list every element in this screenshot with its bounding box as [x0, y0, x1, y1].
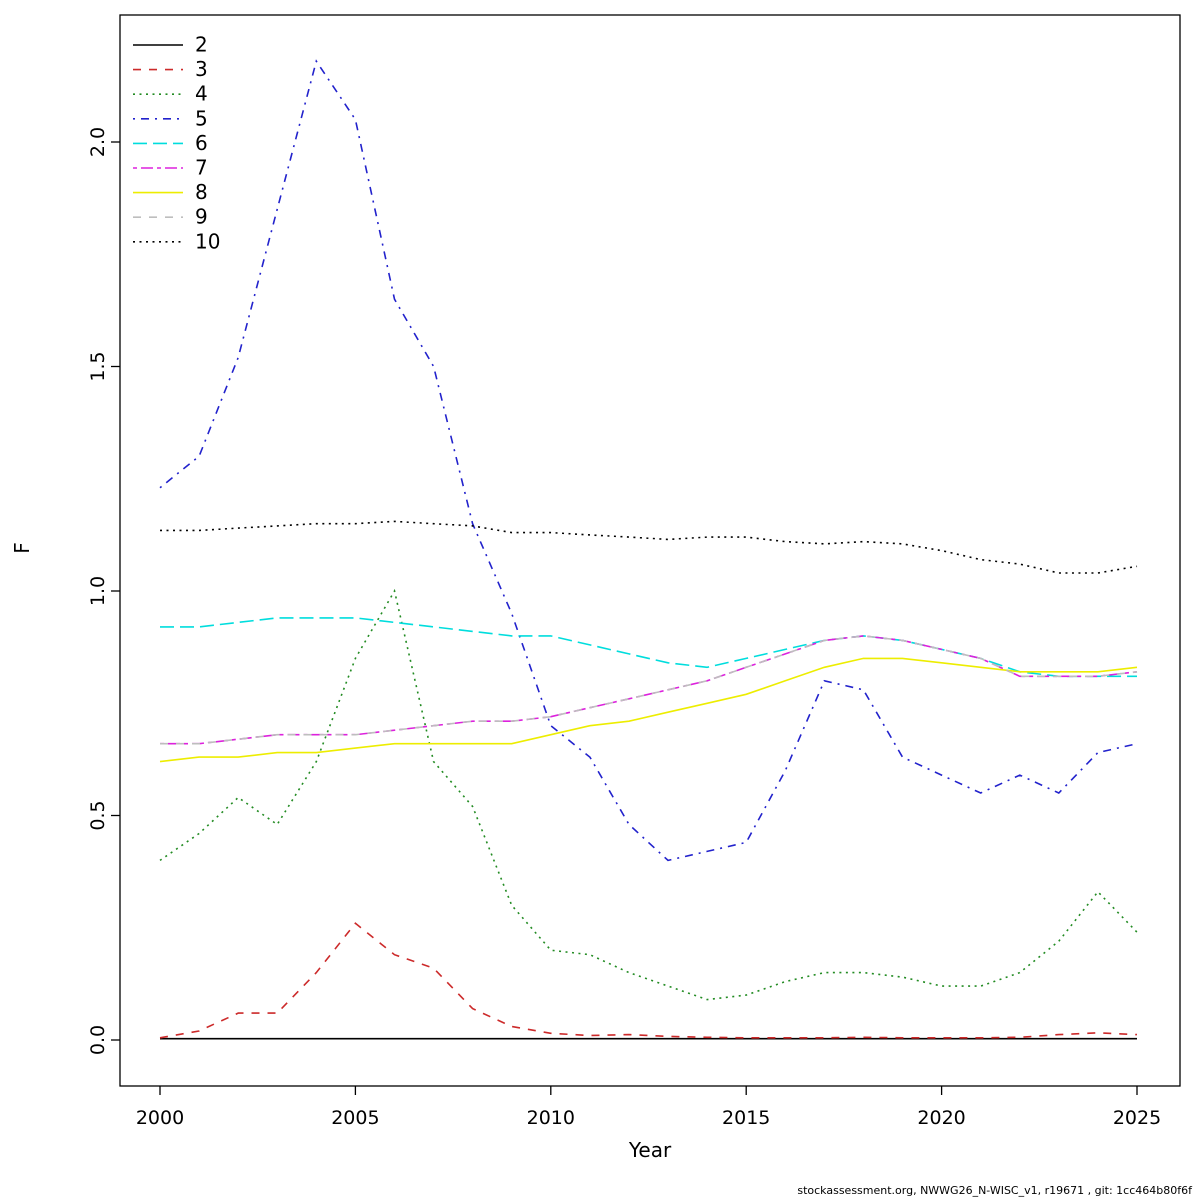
y-tick-label: 1.5: [87, 351, 109, 381]
legend-label-10: 10: [195, 229, 220, 253]
y-axis-title: F: [9, 542, 34, 554]
footer-citation: stockassessment.org, NWWG26_N-WISC_v1, r…: [797, 1184, 1192, 1197]
legend-label-9: 9: [195, 205, 208, 229]
x-tick-label: 2025: [1113, 1107, 1161, 1129]
legend-label-5: 5: [195, 106, 208, 130]
x-tick-label: 2020: [917, 1107, 965, 1129]
series-line-age-7: [160, 635, 1138, 745]
y-tick-label: 2.0: [87, 127, 109, 157]
series-line-age-4: [159, 588, 1138, 1001]
y-tick-label: 0.5: [87, 800, 109, 830]
legend-label-3: 3: [195, 57, 208, 81]
x-axis-title: Year: [628, 1138, 672, 1162]
series-line-age-8: [159, 657, 1138, 763]
legend-label-2: 2: [195, 33, 208, 57]
x-tick-label: 2005: [331, 1107, 379, 1129]
series-line-age-9: [160, 635, 1138, 745]
series-line-age-6: [160, 617, 1137, 678]
series-line-age-10: [160, 520, 1138, 574]
legend-label-4: 4: [195, 82, 208, 106]
plot-border: [119, 14, 1181, 1087]
legend-label-6: 6: [195, 131, 208, 155]
legend-label-7: 7: [195, 156, 208, 180]
x-tick-label: 2015: [722, 1107, 770, 1129]
series-line-age-3: [159, 922, 1138, 1039]
y-tick-label: 0.0: [87, 1025, 109, 1055]
series-line-age-5: [159, 59, 1138, 862]
legend-label-8: 8: [195, 180, 208, 204]
y-tick-label: 1.0: [87, 576, 109, 606]
x-tick-label: 2010: [527, 1107, 575, 1129]
x-tick-label: 2000: [136, 1107, 184, 1129]
